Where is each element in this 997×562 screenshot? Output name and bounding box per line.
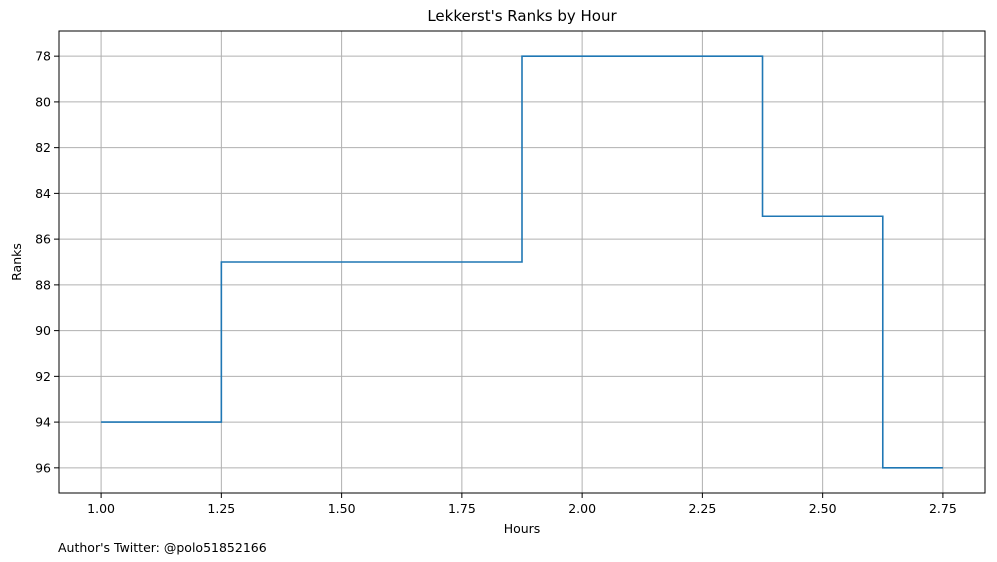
x-tick-label: 2.50 <box>809 501 837 516</box>
series-layer <box>101 55 943 469</box>
y-tick-label: 96 <box>35 460 51 475</box>
x-tick-label: 1.25 <box>207 501 235 516</box>
author-footnote: Author's Twitter: @polo51852166 <box>58 540 267 555</box>
y-tick-label: 94 <box>35 415 51 430</box>
x-tick-label: 2.75 <box>929 501 957 516</box>
y-tick-label: 78 <box>35 49 51 64</box>
y-tick-label: 80 <box>35 94 51 109</box>
y-axis-label: Ranks <box>9 243 24 281</box>
x-axis-label: Hours <box>504 521 541 536</box>
x-tick-label: 2.00 <box>568 501 596 516</box>
y-tick-label: 86 <box>35 232 51 247</box>
x-tick-label: 1.00 <box>87 501 115 516</box>
y-tick-label: 92 <box>35 369 51 384</box>
x-tick-label: 1.75 <box>448 501 476 516</box>
y-tick-label: 82 <box>35 140 51 155</box>
x-tick-label: 2.25 <box>688 501 716 516</box>
x-axis: 1.00 1.25 1.50 1.75 2.00 2.25 2.50 2.75 <box>87 493 957 516</box>
y-tick-label: 88 <box>35 277 51 292</box>
y-tick-label: 84 <box>35 186 51 201</box>
plot-frame <box>58 30 986 494</box>
chart-title: Lekkerst's Ranks by Hour <box>427 7 617 25</box>
y-tick-label: 90 <box>35 323 51 338</box>
y-axis: 78 80 82 84 86 88 90 92 94 96 <box>35 49 59 475</box>
x-tick-label: 1.50 <box>328 501 356 516</box>
rank-step-line <box>101 55 943 469</box>
